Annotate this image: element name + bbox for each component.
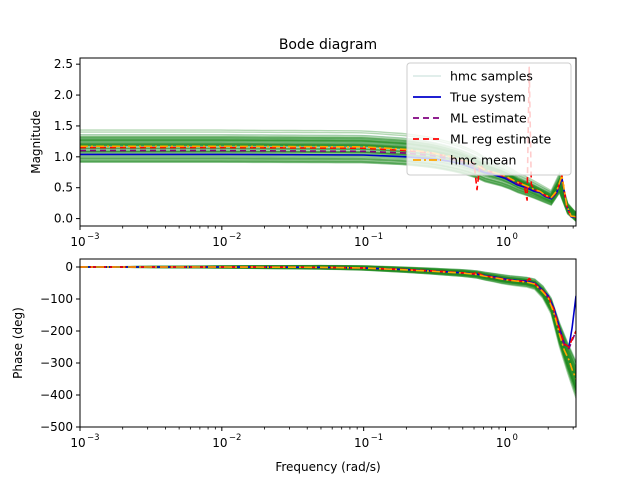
y-tick-label: 2.0 (54, 88, 73, 102)
x-axis-label: Frequency (rad/s) (275, 460, 380, 474)
phase-y-label: Phase (deg) (11, 307, 25, 379)
hmc-sample-line (80, 160, 576, 220)
magnitude-y-ticks: 0.0 0.5 1.0 1.5 2.0 2.5 (54, 57, 80, 226)
y-tick-label: 2.5 (54, 57, 73, 71)
y-tick-label: −400 (40, 388, 73, 402)
x-tick-exponent: −1 (371, 433, 384, 443)
magnitude-x-ticks: 10 −3 10 −2 10 −1 10 0 (70, 226, 574, 249)
hmc-sample-line (80, 157, 576, 221)
phase-subplot: 0−100−200−300−400−500 10 −3 10 −2 10 −1 10 0 Ph… (11, 258, 577, 474)
y-tick-label: 0.0 (54, 212, 73, 226)
x-tick-label: 10 (354, 235, 369, 249)
y-tick-label: −200 (40, 324, 73, 338)
hmc-sample-line (80, 160, 576, 221)
x-tick-label: 10 (354, 436, 369, 450)
phase-axes-frame (79, 258, 577, 428)
hmc-sample-line (80, 159, 576, 221)
x-tick-label: 10 (212, 235, 227, 249)
y-tick-label: 1.0 (54, 150, 73, 164)
legend-box (406, 62, 572, 176)
hmc-sample-line (80, 161, 576, 222)
hmc-sample-line (80, 156, 576, 218)
phase-x-ticks: 10 −3 10 −2 10 −1 10 0 (70, 427, 574, 450)
x-tick-exponent: −2 (229, 232, 242, 242)
magnitude-axes-frame (79, 57, 577, 227)
x-tick-exponent: −2 (229, 433, 242, 443)
legend-label: hmc samples (450, 69, 533, 84)
y-tick-label: 1.5 (54, 119, 73, 133)
hmc-sample-line (80, 155, 576, 215)
phase-y-ticks: 0 −100 −200 −300 −400 −500 (40, 260, 80, 434)
series-line-hmc-mean (80, 266, 576, 380)
x-tick-label: 10 (212, 436, 227, 450)
x-tick-label: 10 (70, 235, 85, 249)
y-tick-label: 0 (65, 260, 73, 274)
legend-label: hmc mean (450, 153, 516, 168)
x-tick-label: 10 (496, 436, 511, 450)
hmc-sample-line (80, 158, 576, 220)
x-tick-exponent: 0 (512, 232, 517, 242)
legend-label: ML reg estimate (450, 132, 551, 147)
legend-label: ML estimate (450, 111, 527, 126)
hmc-sample-line (80, 158, 576, 219)
x-tick-exponent: −3 (87, 433, 100, 443)
chart-title: Bode diagram (279, 37, 377, 53)
hmc-sample-line (80, 161, 576, 222)
hmc-sample-line (80, 155, 576, 216)
y-tick-label: −100 (40, 292, 73, 306)
series-line-ml-reg-estimate (80, 266, 576, 348)
y-tick-label: −500 (40, 420, 73, 434)
phase-series (80, 266, 576, 380)
phase-plot-area (80, 259, 576, 427)
y-tick-label: −300 (40, 356, 73, 370)
magnitude-y-label: Magnitude (29, 110, 43, 174)
hmc-sample-line (80, 151, 576, 222)
hmc-sample-line (80, 157, 576, 219)
legend-label: True system (449, 90, 526, 105)
hmc-sample-line (80, 160, 576, 222)
x-tick-exponent: 0 (512, 433, 517, 443)
y-tick-label: 0.5 (54, 181, 73, 195)
x-tick-exponent: −1 (371, 232, 384, 242)
legend: hmc samples True system ML estimate ML reg … (406, 62, 572, 176)
hmc-sample-line (80, 152, 576, 215)
x-tick-label: 10 (496, 235, 511, 249)
hmc-sample-line (80, 161, 576, 220)
hmc-sample-line (80, 150, 576, 221)
hmc-sample-line (80, 154, 576, 214)
hmc-sample-line (80, 150, 576, 222)
x-tick-label: 10 (70, 436, 85, 450)
x-tick-exponent: −3 (87, 232, 100, 242)
